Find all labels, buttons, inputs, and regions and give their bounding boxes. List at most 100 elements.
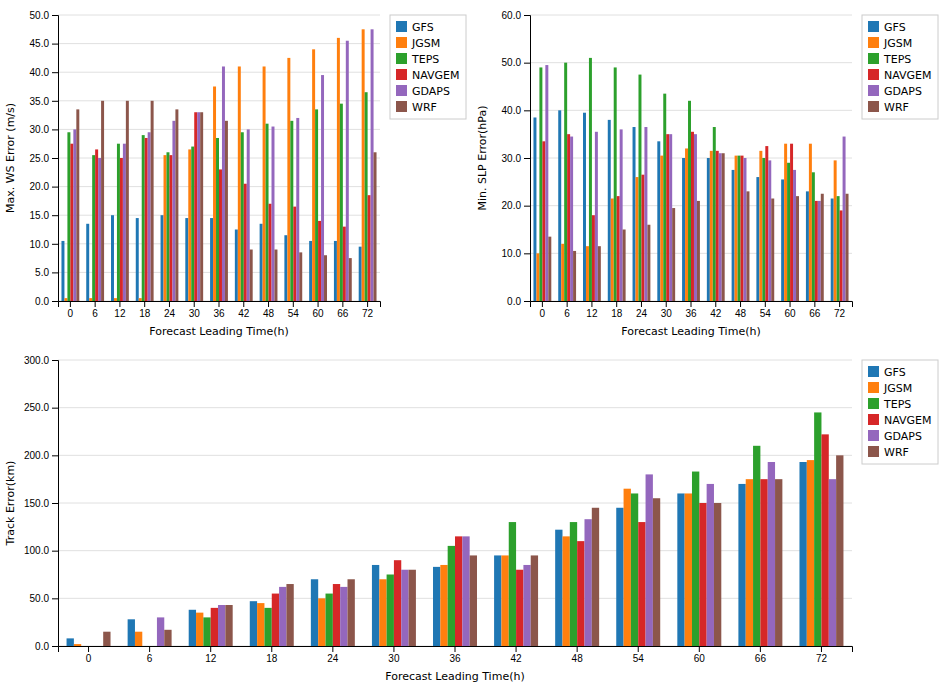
legend-item: WRF: [396, 101, 437, 114]
tick-label: 30: [661, 308, 673, 319]
bar: [462, 536, 469, 646]
tick-label: 0.0: [35, 296, 49, 307]
tick-label: 72: [362, 308, 374, 319]
bar: [309, 241, 312, 301]
tick: 24: [164, 301, 176, 319]
bar: [296, 118, 299, 301]
tick-mark: [52, 72, 58, 73]
tick-label: 6: [564, 308, 570, 319]
legend-label: NAVGEM: [884, 414, 932, 427]
legend-item: JGSM: [868, 37, 912, 50]
bar: [269, 204, 272, 301]
bar: [470, 555, 477, 646]
bar: [814, 412, 821, 646]
bar: [169, 155, 172, 301]
chart: 0612182430364248546066720.010.020.030.04…: [476, 10, 938, 338]
bar: [598, 246, 601, 301]
tick-label: 42: [511, 653, 523, 664]
bar-series: [67, 462, 807, 646]
tick-label: 18: [139, 308, 151, 319]
bar: [117, 144, 120, 301]
bar: [545, 65, 548, 301]
tick-mark: [542, 301, 543, 307]
tick-label: 45.0: [30, 38, 50, 49]
bar: [92, 155, 95, 301]
tick-label: 30: [388, 653, 400, 664]
bar: [843, 137, 846, 301]
tick: 0: [68, 301, 74, 319]
bar: [509, 522, 516, 646]
legend-swatch: [868, 398, 879, 409]
bar: [771, 199, 774, 301]
bar: [821, 194, 824, 301]
bar: [98, 158, 101, 301]
bar: [73, 129, 76, 301]
tick-label: 24: [327, 653, 339, 664]
legend-label: GDAPS: [884, 430, 922, 443]
legend-label: TEPS: [411, 53, 439, 66]
tick: 48: [735, 301, 747, 319]
bar: [669, 134, 672, 301]
tick-mark: [577, 646, 578, 652]
tick: 100.0: [24, 545, 58, 556]
bar: [394, 560, 401, 646]
tick: 45.0: [30, 38, 58, 49]
bar: [315, 109, 318, 301]
bar: [744, 158, 747, 301]
bar: [663, 94, 666, 301]
tick-mark: [516, 646, 517, 652]
bar: [836, 455, 843, 646]
tick-label: 0: [86, 653, 92, 664]
x-axis-title: Forecast Leading Time(h): [149, 325, 288, 338]
bar: [516, 570, 523, 646]
bar: [74, 644, 81, 646]
bar: [592, 508, 599, 646]
bar: [346, 41, 349, 301]
grid: [58, 15, 380, 301]
legend-label: GDAPS: [884, 85, 922, 98]
tick-label: 48: [572, 653, 584, 664]
legend-swatch: [396, 37, 407, 48]
tick: 54: [288, 301, 300, 319]
bar: [379, 579, 386, 646]
tick-label: 50.0: [30, 593, 50, 604]
tick-mark: [455, 646, 456, 652]
tick-mark: [52, 598, 58, 599]
bar: [616, 508, 623, 646]
tick: 50.0: [502, 57, 530, 68]
tick-label: 30.0: [502, 153, 522, 164]
axis-line: [524, 16, 531, 302]
bar: [501, 555, 508, 646]
tick: 42: [238, 301, 250, 319]
y-axis: 0.010.020.030.040.050.060.0: [502, 10, 531, 307]
bar: [440, 565, 447, 646]
tick-label: 6: [147, 653, 153, 664]
bar: [197, 112, 200, 301]
bar: [196, 613, 203, 646]
bar: [793, 170, 796, 301]
tick: 60: [694, 646, 706, 664]
bar: [318, 221, 321, 301]
bar-series: [539, 58, 839, 301]
tick-mark: [616, 301, 617, 307]
legend-label: GFS: [884, 21, 906, 34]
tick-label: 200.0: [24, 450, 49, 461]
bar: [126, 101, 129, 301]
bar-series: [536, 144, 836, 301]
bar: [746, 479, 753, 646]
bar: [135, 632, 142, 646]
tick: 300.0: [24, 355, 58, 366]
tick-mark: [52, 244, 58, 245]
legend-frame: [862, 15, 938, 119]
tick: 60.0: [502, 10, 530, 21]
bar: [368, 195, 371, 301]
tick-label: 0.0: [507, 296, 521, 307]
bar: [263, 66, 266, 301]
tick-mark: [52, 215, 58, 216]
tick-label: 54: [633, 653, 645, 664]
legend-label: GDAPS: [412, 85, 450, 98]
bar: [372, 565, 379, 646]
bar-series: [545, 65, 845, 301]
tick-label: 150.0: [24, 498, 49, 509]
bar: [213, 87, 216, 302]
